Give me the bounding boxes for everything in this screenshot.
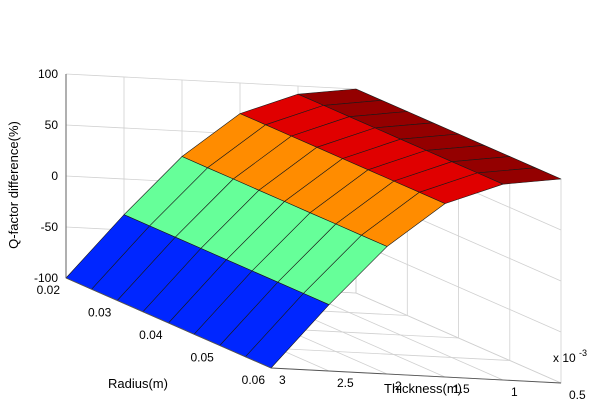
x-multiplier-base: x 10: [553, 351, 576, 365]
tick-labels: -100 -50 0 50 100 0.02 0.03 0.04 0.05 0.06 0.5 1 1.5…: [34, 67, 586, 402]
thickness-axis-label: Thickness(m): [384, 381, 462, 396]
thickness-tick-label: 1: [511, 385, 518, 399]
thickness-tick-label: 2: [395, 379, 402, 393]
z-tick-label: 0: [51, 169, 58, 183]
thickness-axis-line: [270, 367, 562, 384]
thickness-tick-label: 2.5: [337, 376, 354, 390]
x-multiplier-exponent: -3: [579, 348, 587, 358]
x-multiplier: x 10 -3: [553, 348, 587, 365]
thickness-tick-label: 0.5: [569, 388, 586, 402]
radius-tick-label: 0.03: [88, 306, 112, 320]
z-tick-label: 100: [38, 67, 58, 81]
radius-tick-label: 0.05: [190, 351, 214, 365]
radius-axis-label: Radius(m): [108, 376, 168, 391]
radius-tick-label: 0.02: [37, 283, 61, 297]
axes-frame: [65, 74, 562, 384]
thickness-tick-label: 1.5: [453, 382, 470, 396]
z-tick-label: 50: [45, 118, 59, 132]
radius-tick-label: 0.06: [242, 373, 266, 387]
radius-axis-line: [65, 277, 272, 369]
z-tick-label: -50: [41, 220, 59, 234]
radius-tick-label: 0.04: [139, 328, 163, 342]
z-axis-label: Q-factor difference(%): [6, 121, 21, 249]
thickness-tick-label: 3: [279, 373, 286, 387]
surface-mesh: [65, 88, 562, 369]
z-tick-label: -100: [34, 271, 58, 285]
